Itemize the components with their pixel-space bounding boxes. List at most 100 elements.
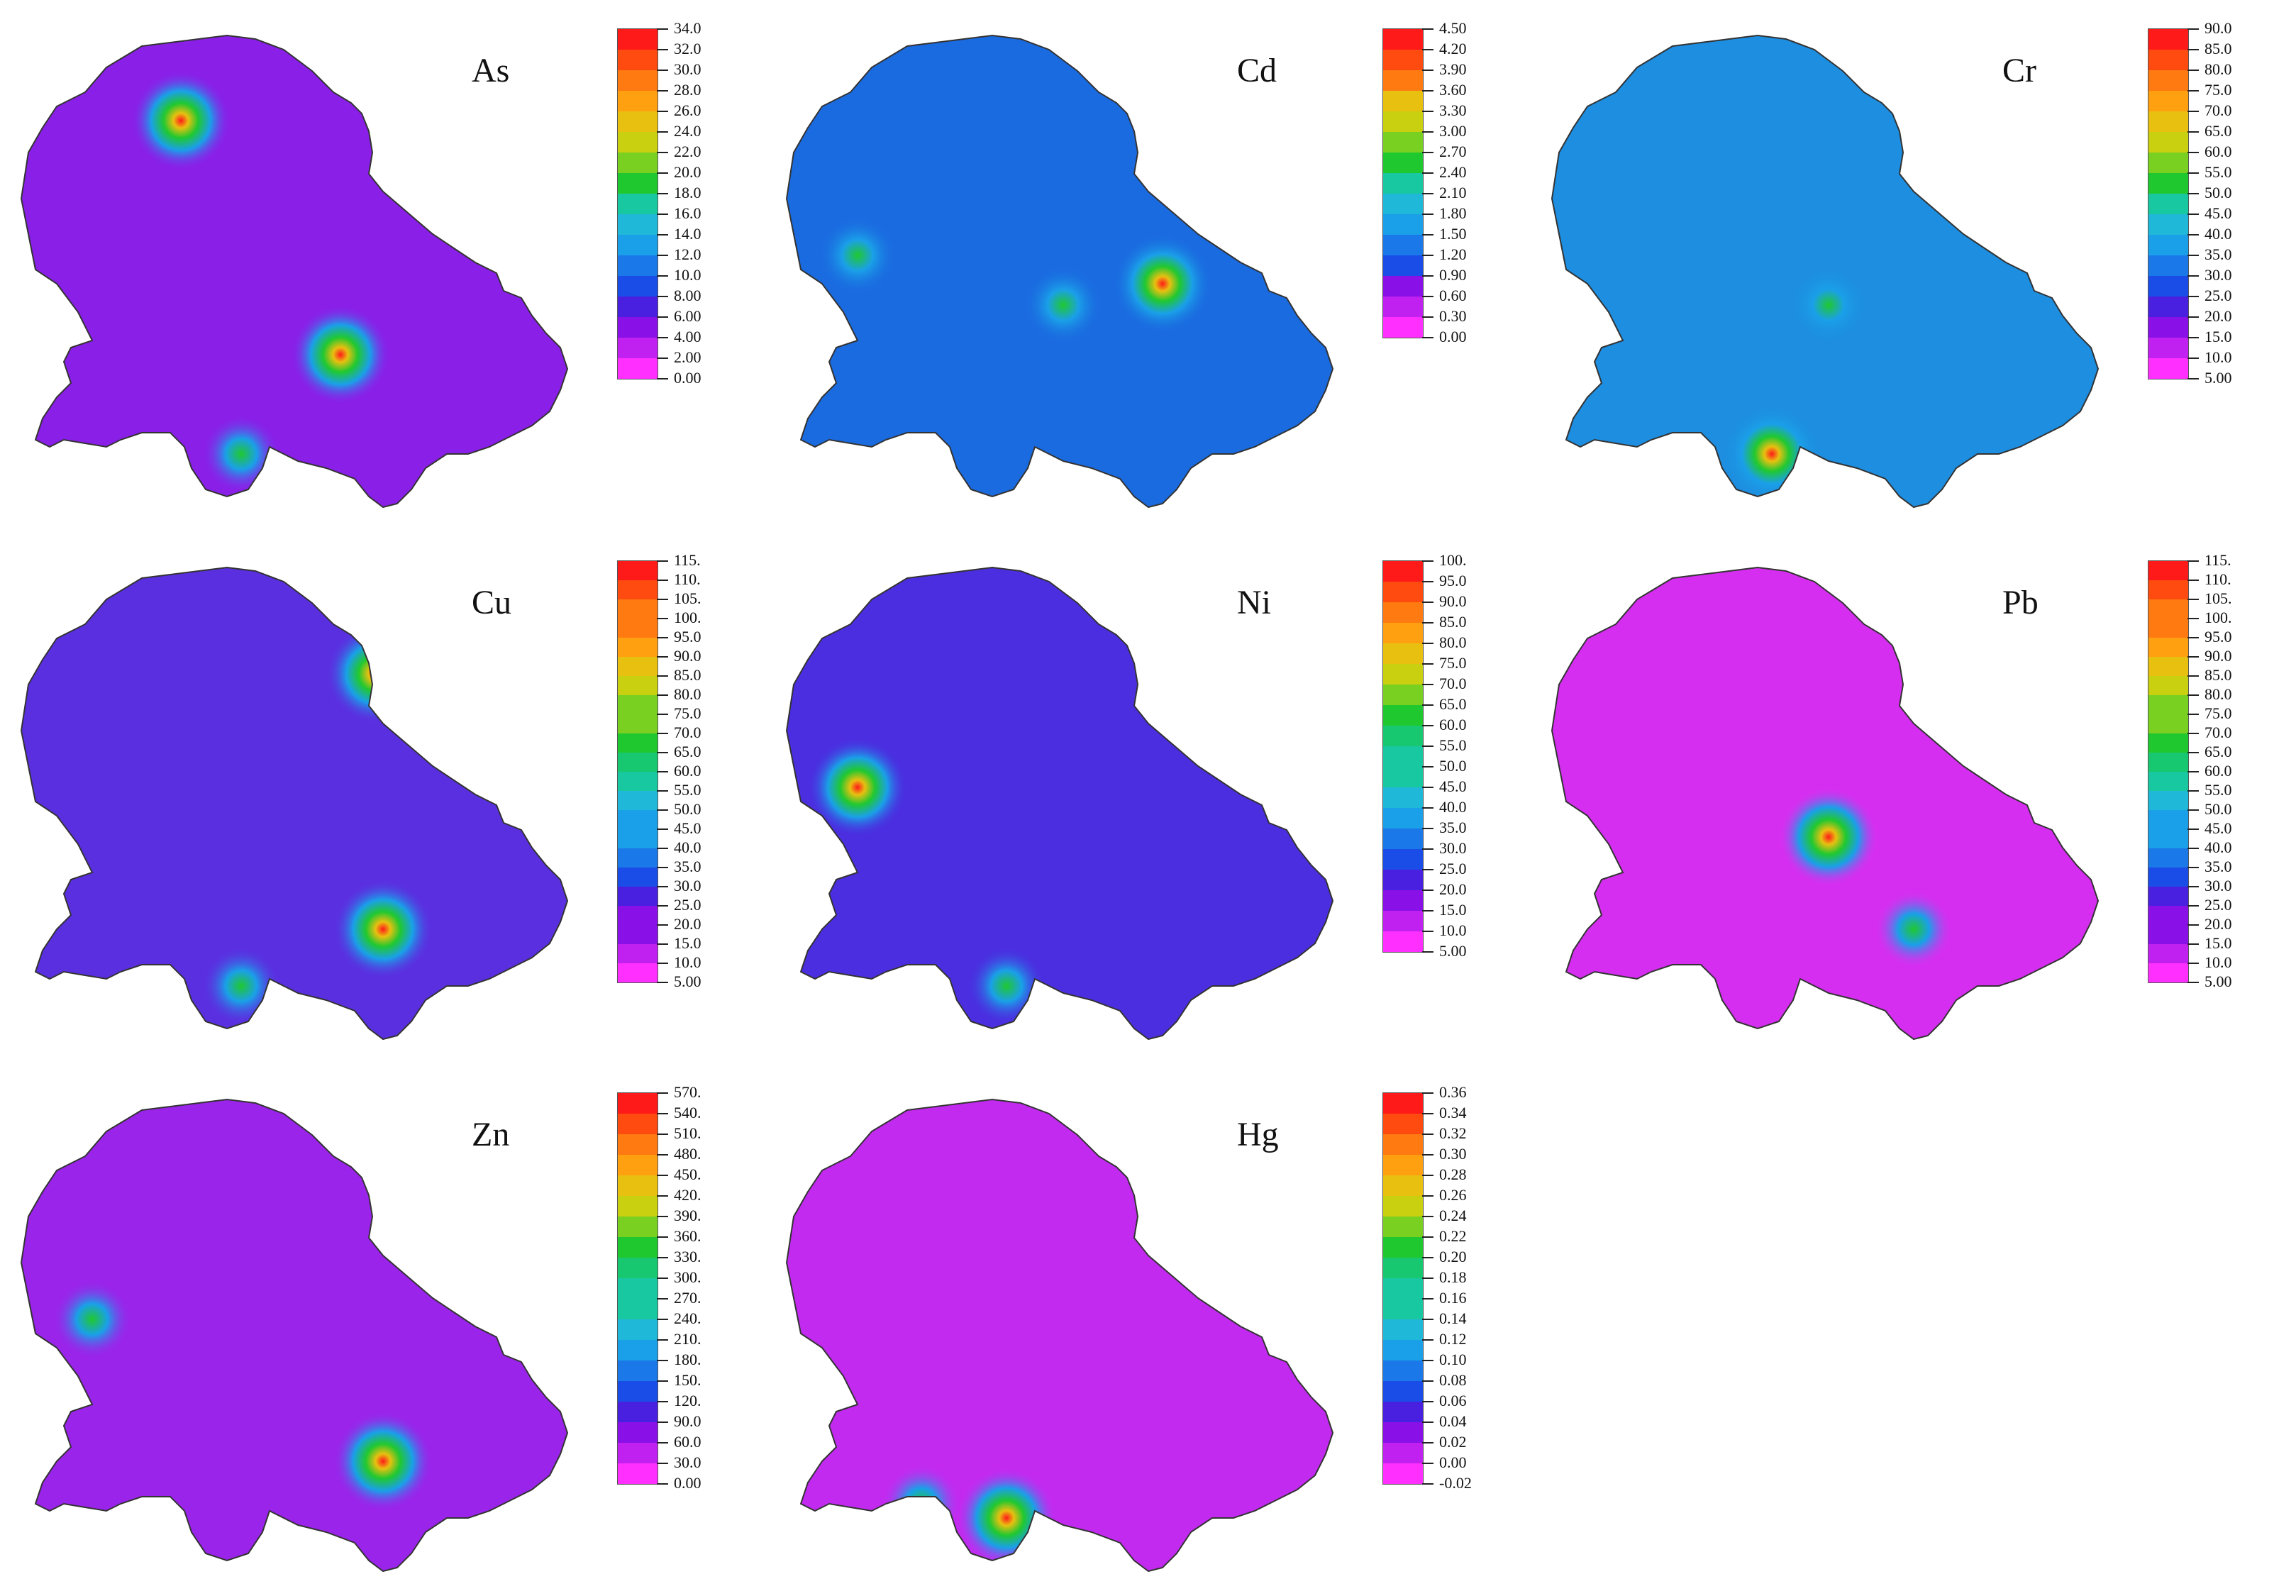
legend-label: 90.0 (674, 1412, 701, 1430)
legend-tick (657, 1442, 668, 1443)
hotspot (333, 880, 433, 979)
legend-swatch (1383, 849, 1423, 870)
legend-tick (2187, 378, 2199, 379)
contour-map (785, 34, 1334, 509)
legend-tick (657, 1401, 668, 1402)
legend-label: 14.0 (674, 225, 701, 243)
legend-tick (657, 1257, 668, 1258)
legend-label: 105. (674, 589, 701, 607)
legend-label: 45.0 (674, 819, 701, 837)
legend-label: 0.04 (1439, 1412, 1467, 1430)
legend-label: 35.0 (2205, 858, 2232, 875)
hotspot (957, 1468, 1056, 1568)
legend-swatch (2148, 132, 2188, 153)
legend-label: 480. (674, 1145, 701, 1163)
legend-tick (1422, 1134, 1433, 1135)
legend-tick (1422, 1401, 1433, 1402)
region-outline (20, 566, 569, 1041)
legend-tick (657, 1236, 668, 1238)
map-panel-ni: Ni 100. 95.0 90.0 85.0 80.0 75.0 70.0 65.0 60.0 55… (765, 532, 1531, 1064)
legend-label: 40.0 (674, 838, 701, 856)
legend-tick (1422, 1195, 1433, 1197)
legend-tick (2187, 275, 2199, 277)
color-legend: 0.36 0.34 0.32 0.30 0.28 0.26 0.24 0.22 0.20 0.18… (1382, 1085, 1524, 1561)
legend-label: 85.0 (1439, 613, 1467, 631)
legend-label: 75.0 (1439, 654, 1467, 672)
legend-tick (657, 111, 668, 112)
legend-tick (657, 358, 668, 359)
legend-tick (657, 694, 668, 696)
legend-label: 95.0 (674, 628, 701, 645)
region-fill (787, 1099, 1333, 1571)
legend-bar (2148, 560, 2189, 983)
legend-tick (657, 771, 668, 772)
color-legend: 570. 540. 510. 480. 450. 420. 390. 360. 330. 300.… (617, 1085, 759, 1561)
legend-swatch (618, 1155, 658, 1175)
legend-label: 0.28 (1439, 1165, 1467, 1183)
legend-tick (657, 316, 668, 318)
legend-swatch (618, 1093, 658, 1114)
legend-label: 0.12 (1439, 1330, 1467, 1348)
legend-swatch (2148, 580, 2188, 599)
legend-swatch (2148, 255, 2188, 276)
legend-tick (2187, 358, 2199, 359)
legend-tick (657, 70, 668, 71)
legend-tick (657, 924, 668, 926)
legend-tick (657, 172, 668, 174)
region-fill (787, 567, 1333, 1039)
legend-swatch (1383, 870, 1423, 890)
legend-swatch (618, 638, 658, 657)
element-title: Hg (1237, 1116, 1279, 1153)
legend-tick (1422, 931, 1433, 932)
contour-map (20, 1098, 569, 1573)
legend-swatch (618, 868, 658, 887)
legend-swatch (1383, 1196, 1423, 1217)
legend-label: 4.50 (1439, 19, 1467, 37)
legend-swatch (618, 887, 658, 906)
legend-tick (1422, 193, 1433, 194)
legend-label: 55.0 (674, 781, 701, 799)
legend-swatch (618, 1381, 658, 1402)
legend-swatch (1383, 911, 1423, 931)
legend-tick (657, 829, 668, 830)
contour-map (1551, 566, 2100, 1041)
legend-tick (1422, 581, 1433, 582)
legend-tick (1422, 90, 1433, 92)
legend-label: 20.0 (674, 915, 701, 933)
legend-tick (1422, 869, 1433, 870)
legend-tick (1422, 296, 1433, 297)
legend-swatch (1383, 643, 1423, 664)
legend-tick (2187, 90, 2199, 92)
legend-tick (2187, 905, 2199, 907)
legend-label: 35.0 (1439, 819, 1467, 836)
legend-tick (1422, 337, 1433, 338)
legend-label: 60.0 (674, 1433, 701, 1451)
region-outline (785, 566, 1334, 1041)
color-legend: 115. 110. 105. 100. 95.0 90.0 85.0 80.0 75.0 70.0… (2148, 553, 2290, 1029)
element-title: Pb (2002, 584, 2039, 621)
legend-swatch (2148, 944, 2188, 963)
legend-label: 10.0 (1439, 921, 1467, 939)
legend-swatch (2148, 676, 2188, 695)
legend-tick (1422, 152, 1433, 153)
legend-label: 28.0 (674, 81, 701, 99)
legend-swatch (1383, 767, 1423, 787)
legend-swatch (1383, 1237, 1423, 1258)
legend-tick (1422, 1175, 1433, 1176)
legend-label: 0.10 (1439, 1351, 1467, 1368)
legend-label: 0.60 (1439, 287, 1467, 304)
map-panel-zn: Zn 570. 540. 510. 480. 450. 420. 390. 360. 330. 30… (0, 1064, 765, 1596)
legend-swatch (1383, 1422, 1423, 1443)
legend-label: 1.20 (1439, 245, 1467, 263)
legend-swatch (618, 173, 658, 194)
legend-tick (2187, 70, 2199, 71)
hotspot (326, 624, 426, 724)
legend-swatch (1383, 1258, 1423, 1278)
legend-label: 5.00 (674, 972, 701, 990)
legend-label: 0.02 (1439, 1433, 1467, 1451)
legend-swatch (1383, 111, 1423, 132)
legend-tick (2187, 28, 2199, 30)
hotspot (202, 947, 280, 1025)
legend-swatch (1383, 1093, 1423, 1114)
legend-swatch (618, 561, 658, 580)
